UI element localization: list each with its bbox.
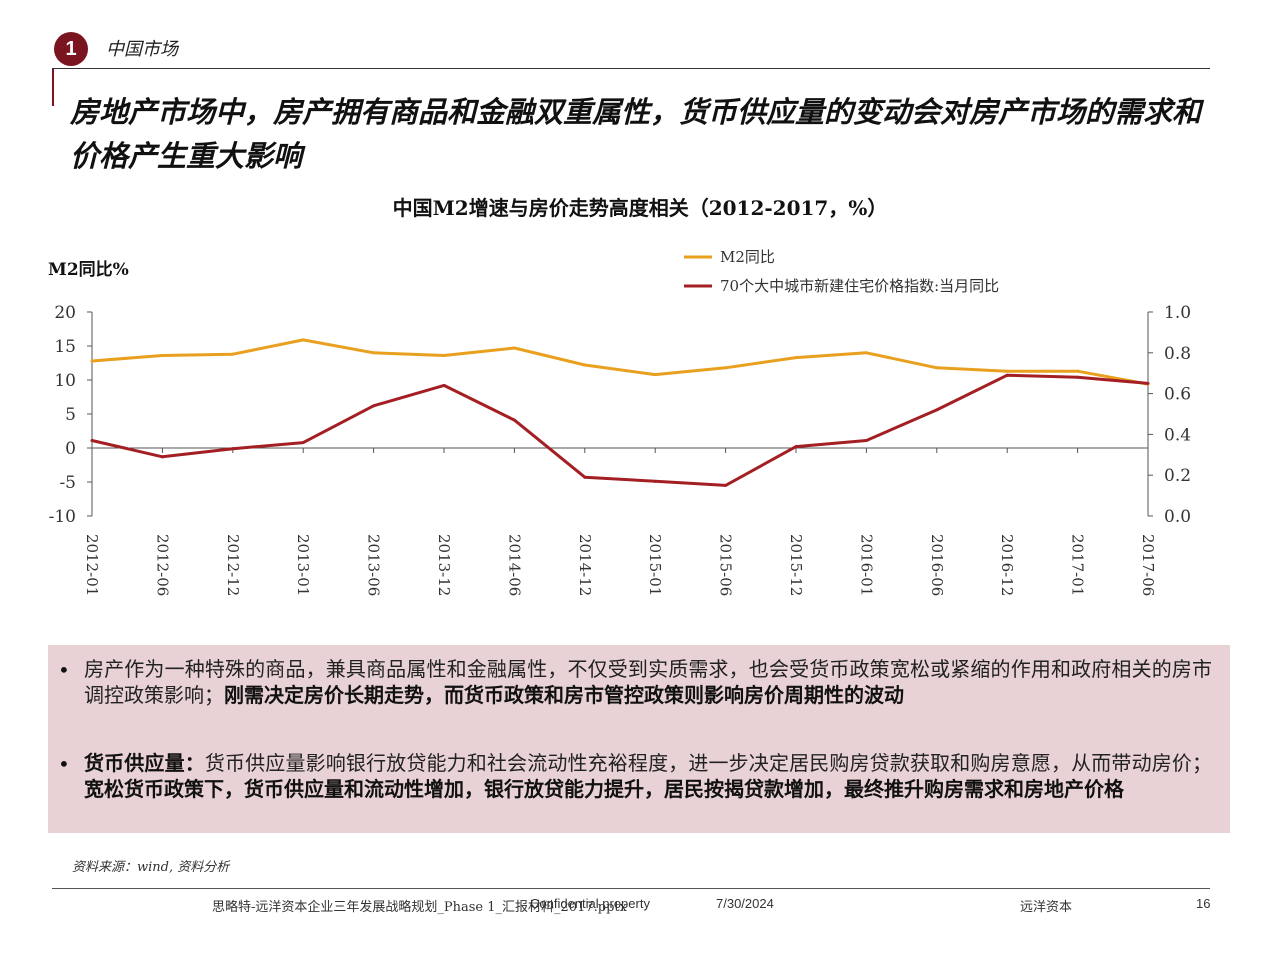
y-right-tick-label: 0.0 [1164,507,1191,527]
y-left-tick-label: 10 [54,371,76,391]
x-tick-label: 2015-06 [717,534,735,596]
series-1-point [512,346,516,350]
series-1-point [794,356,798,360]
series-1-point [1076,369,1080,373]
bullet-1-bold: 刚需决定房价长期走势，而货币政策和房市管控政策则影响房价周期性的波动 [224,683,904,707]
y-left-tick-label: 15 [54,337,76,357]
series-2-point [935,408,939,412]
series-1-point [653,373,657,377]
section-label: 中国市场 [106,39,178,60]
accent-bar [52,68,54,106]
series-1-point [372,351,376,355]
bottom-divider [52,888,1210,889]
x-tick-label: 2013-06 [365,534,383,596]
series-2-point [512,418,516,422]
bullet-2-plain: 货币供应量影响银行放贷能力和社会流动性充裕程度，进一步决定居民购房贷款获取和购房… [204,751,1213,775]
series-1-point [301,338,305,342]
series-1-point [442,354,446,358]
series-1-point [1005,369,1009,373]
series-2-point [442,383,446,387]
series-line-1 [91,338,1149,386]
bullet-marker-2: • [58,752,70,776]
series-2-point [583,475,587,479]
y-right-tick-label: 0.4 [1164,425,1191,445]
bullet-2-lead: 货币供应量： [84,751,205,775]
x-tick-label: 2012-06 [153,534,171,596]
series-2-point [231,447,235,451]
source-note: 资料来源：wind, 资料分析 [72,860,230,875]
series-2-point [1005,373,1009,377]
footer-date: 7/30/2024 [716,896,774,911]
x-tick-label: 2015-01 [646,534,664,596]
series-2-point [372,404,376,408]
bullet-text-2: 货币供应量：货币供应量影响银行放贷能力和社会流动性充裕程度，进一步决定居民购房贷… [84,750,1212,802]
bullet-1-plain: 房产作为一种特殊的商品，兼具商品属性和金融属性，不仅受到实质需求，也会受货币政策… [84,657,1212,707]
dual-axis-line-chart: 20 15 10 5 0 -5 -10 1.0 0.8 0.6 0.4 0.2 0.0 2012-01 20… [48,248,1191,596]
series-1-point [724,366,728,370]
x-tick-label: 2013-12 [435,534,453,596]
x-tick-label: 2016-06 [928,534,946,596]
series-2-point [90,439,94,443]
y-right-tick-label: 0.8 [1164,344,1191,364]
bullet-text-1: 房产作为一种特殊的商品，兼具商品属性和金融属性，不仅受到实质需求，也会受货币政策… [84,656,1212,708]
series-1-point [583,363,587,367]
section-number-badge: 1 [54,32,88,66]
series-2-point [301,441,305,445]
y-left-tick-label: 20 [54,303,76,323]
y-left-tick-label: -10 [49,507,76,527]
chart-title: 中国M2增速与房价走势高度相关（2012-2017，%） [392,196,888,220]
y-left-tick-label: 0 [65,439,76,459]
y-right-tick-label: 0.2 [1164,466,1191,486]
footer-company: 远洋资本 [1020,900,1073,915]
x-tick-label: 2017-01 [1069,534,1087,596]
series-2-point [1146,381,1150,385]
series-line-2 [91,373,1149,487]
series-1-point [160,354,164,358]
series-2-point [794,445,798,449]
y-left-tick-label: -5 [59,473,76,493]
footer-document-name: 思略特-远洋资本企业三年发展战略规划_Phase 1_汇报材料_2017.ppt… [212,900,627,915]
series-2-point [864,439,868,443]
footer-confidential: Confidential property [530,896,650,911]
explanation-box [48,645,1230,833]
x-tick-label: 2013-01 [294,534,312,596]
x-tick-label: 2012-12 [224,534,242,596]
series-1-point [90,359,94,363]
x-tick-label: 2012-01 [83,534,101,596]
x-tick-label: 2015-12 [787,534,805,596]
legend-label-1: M2同比 [720,248,775,266]
series-1-point [231,352,235,356]
x-tick-label: 2014-12 [576,534,594,596]
y-right-tick-label: 1.0 [1164,303,1191,323]
y-left-tick-label: 5 [65,405,76,425]
x-tick-label: 2016-12 [998,534,1016,596]
top-divider [52,68,1210,69]
series-2-point [160,455,164,459]
slide-headline: 房地产市场中，房产拥有商品和金融双重属性，货币供应量的变动会对房产市场的需求和价… [70,95,1202,173]
x-tick-label: 2017-06 [1139,534,1157,596]
series-2-point [1076,375,1080,379]
y-left-axis-title: M2同比% [48,259,129,280]
bullet-2-bold: 宽松货币政策下，货币供应量和流动性增加，银行放贷能力提升，居民按揭贷款增加，最终… [84,777,1124,801]
bullet-marker-1: • [58,658,70,682]
x-tick-label: 2014-06 [505,534,523,596]
series-2-point [724,483,728,487]
series-1-point [935,366,939,370]
y-right-tick-label: 0.6 [1164,385,1191,405]
series-2-point [653,479,657,483]
series-1-point [864,351,868,355]
footer-page-number: 16 [1196,896,1211,911]
x-tick-label: 2016-01 [857,534,875,596]
legend-label-2: 70个大中城市新建住宅价格指数:当月同比 [720,277,999,295]
